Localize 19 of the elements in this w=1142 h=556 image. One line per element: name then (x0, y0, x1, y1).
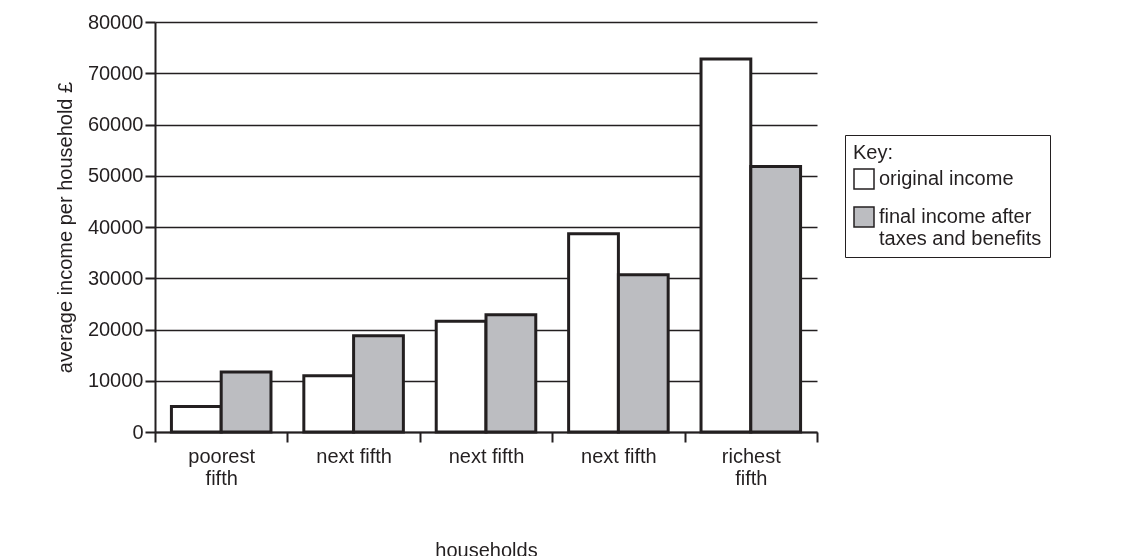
x-tick-label: next fifth (581, 444, 657, 467)
x-tick-label: next fifth (316, 444, 392, 467)
y-tick-label: 30000 (87, 266, 144, 289)
x-tick-label: richest fifth (721, 444, 782, 489)
legend-label: final income after taxes and benefits (879, 205, 1042, 249)
y-axis-title: average income per household £ (53, 81, 76, 374)
y-tick-label: 0 (132, 420, 144, 443)
x-tick-label: poorest fifth (188, 444, 256, 489)
y-tick-label: 50000 (87, 164, 144, 187)
x-axis-title: households (435, 538, 538, 556)
legend-title: Key: (853, 141, 894, 163)
y-tick-label: 60000 (87, 113, 144, 135)
legend-label: original income (879, 167, 1014, 189)
y-tick-label: 40000 (87, 215, 144, 238)
y-tick-label: 20000 (87, 318, 144, 340)
y-tick-label: 80000 (87, 10, 144, 33)
x-tick-label: next fifth (448, 444, 525, 467)
y-tick-label: 70000 (87, 61, 144, 84)
y-tick-label: 10000 (87, 369, 144, 392)
